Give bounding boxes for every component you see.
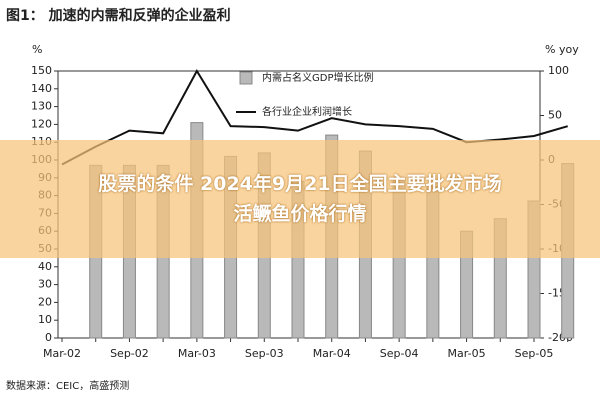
y2-axis-label: % yoy (545, 43, 579, 56)
y-tick-label: 130 (31, 100, 52, 113)
overlay-text: 股票的条件 2024年9月21日全国主要批发市场 (98, 173, 502, 195)
y-axis-label: % (32, 43, 42, 56)
legend-label: 各行业企业利润增长 (262, 105, 352, 118)
source: 数据来源：CEIC，高盛预测 (6, 379, 129, 392)
y-tick-label: 10 (38, 313, 52, 326)
x-tick-label: Mar-05 (448, 347, 486, 360)
y-tick-label: 0 (45, 331, 52, 344)
legend-label: 内需占名义GDP增长比例 (262, 71, 373, 84)
y-tick-label: 30 (38, 278, 52, 291)
y2-tick-label: 100 (548, 64, 569, 77)
chart-title: 图1： 加速的内需和反弹的企业盈利 (6, 7, 231, 24)
y-tick-label: 120 (31, 117, 52, 130)
overlay-text: 活鳜鱼价格行情 (233, 203, 367, 225)
x-tick-label: Sep-03 (245, 347, 284, 360)
y-tick-label: 150 (31, 64, 52, 77)
x-tick-label: Sep-05 (515, 347, 554, 360)
x-tick-label: Mar-02 (43, 347, 81, 360)
x-tick-label: Mar-04 (313, 347, 351, 360)
y-tick-label: 140 (31, 82, 52, 95)
y-tick-label: 40 (38, 260, 52, 273)
x-tick-label: Sep-04 (380, 347, 419, 360)
x-tick-label: Sep-02 (110, 347, 149, 360)
overlay-banner: 股票的条件 2024年9月21日全国主要批发市场 活鳜鱼价格行情 (0, 140, 600, 258)
legend-swatch (239, 71, 253, 85)
x-tick-label: Mar-03 (178, 347, 216, 360)
y-tick-label: 20 (38, 295, 52, 308)
y2-tick-label: 50 (548, 109, 562, 122)
